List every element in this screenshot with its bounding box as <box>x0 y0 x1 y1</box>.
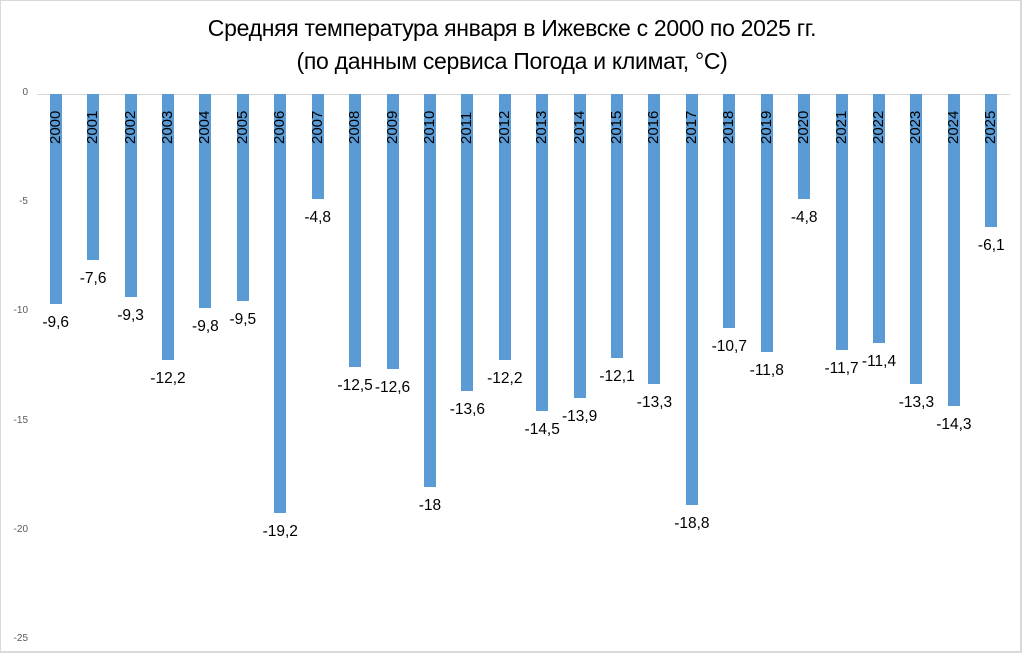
data-label: -11,4 <box>861 352 897 370</box>
bar <box>423 94 436 488</box>
bar <box>760 94 773 352</box>
bar <box>573 94 586 398</box>
x-category-label: 2009 <box>383 110 401 144</box>
bar <box>274 94 287 514</box>
x-category-label: 2002 <box>121 110 139 144</box>
x-category-label: 2005 <box>233 110 251 144</box>
chart-title: Средняя температура января в Ижевске с 2… <box>207 15 817 41</box>
bar <box>873 94 886 343</box>
data-label: -12,6 <box>374 379 411 397</box>
x-category-label: 2011 <box>458 111 476 144</box>
x-category-label: 2014 <box>570 110 588 144</box>
data-label: -11,8 <box>749 361 784 379</box>
bar <box>536 94 549 411</box>
bar <box>985 94 998 228</box>
zero-axis-line <box>37 94 1010 95</box>
x-category-label: 2016 <box>645 110 663 144</box>
bar <box>124 94 137 298</box>
bar <box>461 94 474 392</box>
bar <box>49 94 62 304</box>
data-label: -13,3 <box>898 394 935 412</box>
bar <box>947 94 960 407</box>
data-label: -12,1 <box>599 368 635 386</box>
data-label: -4,8 <box>790 208 818 226</box>
x-category-label: 2015 <box>608 110 626 144</box>
data-label: -12,5 <box>337 377 373 394</box>
y-tick-label: -20 <box>13 523 28 535</box>
data-label: -14,5 <box>524 420 560 438</box>
data-label: -18,8 <box>674 514 710 532</box>
bar <box>236 94 249 302</box>
data-label: -6,1 <box>977 237 1005 255</box>
x-category-label: 2012 <box>495 110 513 144</box>
x-category-label: 2022 <box>870 110 888 144</box>
x-category-label: 2008 <box>346 110 364 144</box>
x-category-label: 2018 <box>720 110 738 144</box>
x-category-label: 2010 <box>420 110 438 144</box>
data-label: -13,6 <box>449 401 486 419</box>
bar <box>386 94 399 370</box>
bar <box>723 94 736 328</box>
y-tick-label: -25 <box>13 633 28 644</box>
bar <box>611 94 624 359</box>
x-category-label: 2019 <box>757 110 775 144</box>
data-label: -4,8 <box>304 208 332 226</box>
x-category-label: 2017 <box>682 110 700 144</box>
bar <box>199 94 212 309</box>
x-category-label: 2007 <box>308 110 326 144</box>
y-tick-label: 0 <box>22 87 28 98</box>
x-category-label: 2001 <box>84 110 102 144</box>
x-category-label: 2020 <box>795 110 813 144</box>
y-tick-label: -5 <box>19 196 28 208</box>
data-label: -9,5 <box>229 311 257 329</box>
bar <box>87 94 100 260</box>
x-category-label: 2006 <box>271 110 289 144</box>
data-label: -13,9 <box>561 407 598 425</box>
x-category-label: 2024 <box>944 110 962 144</box>
bar <box>161 94 174 361</box>
x-category-label: 2000 <box>46 110 64 144</box>
data-label: -14,3 <box>936 416 972 434</box>
bar <box>798 94 811 199</box>
chart-subtitle: (по данным сервиса Погода и климат, °C) <box>296 48 728 74</box>
data-label: -9,3 <box>117 307 144 325</box>
bar <box>311 94 324 199</box>
data-label: -9,8 <box>192 318 219 336</box>
bar <box>498 94 511 361</box>
bar <box>349 94 362 367</box>
bar <box>835 94 848 350</box>
bar <box>685 94 698 505</box>
y-tick-label: -10 <box>13 305 28 317</box>
data-label: -9,6 <box>42 313 70 331</box>
x-category-label: 2021 <box>832 110 850 144</box>
bar <box>910 94 923 385</box>
x-category-label: 2013 <box>533 110 551 144</box>
data-label: -13,3 <box>636 394 673 412</box>
x-category-label: 2003 <box>158 110 176 144</box>
data-label: -11,7 <box>824 359 859 377</box>
data-label: -10,7 <box>711 337 747 355</box>
bar <box>648 94 661 385</box>
data-label: -12,2 <box>487 370 523 388</box>
data-label: -19,2 <box>262 523 298 541</box>
data-label: -7,6 <box>79 269 107 287</box>
x-category-label: 2004 <box>196 110 214 144</box>
x-category-label: 2025 <box>982 110 1000 144</box>
y-tick-label: -15 <box>13 414 28 426</box>
data-label: -18 <box>418 497 442 515</box>
data-label: -12,2 <box>150 370 186 388</box>
x-category-label: 2023 <box>907 110 925 144</box>
